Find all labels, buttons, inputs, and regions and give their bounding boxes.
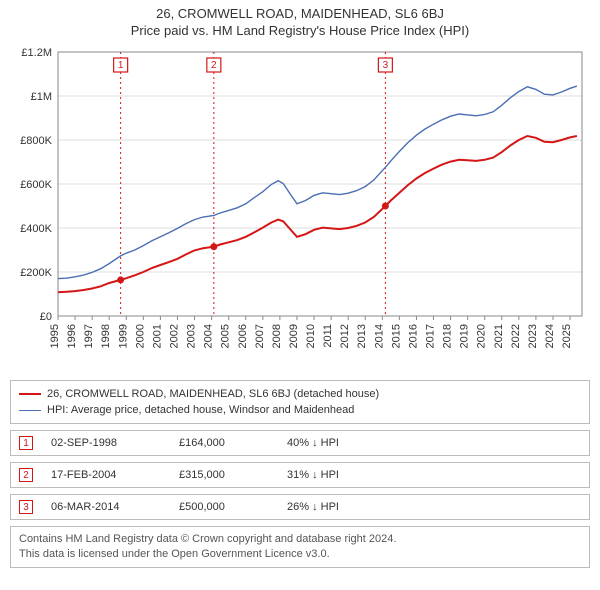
sale-dot bbox=[382, 203, 389, 210]
x-tick-label: 1996 bbox=[66, 324, 78, 348]
footer-line1: Contains HM Land Registry data © Crown c… bbox=[19, 532, 581, 547]
sale-marker-num: 3 bbox=[383, 60, 389, 71]
y-tick-label: £600K bbox=[20, 179, 52, 191]
legend-swatch bbox=[19, 410, 41, 411]
sale-date: 02-SEP-1998 bbox=[51, 437, 161, 449]
x-tick-label: 2001 bbox=[151, 324, 163, 348]
chart: £0 £200K £400K £600K £800K £1M £1.2M 1995 1996 19… bbox=[10, 44, 590, 374]
x-tick-label: 2011 bbox=[322, 324, 334, 348]
x-tick-label: 2016 bbox=[407, 324, 419, 348]
x-tick-label: 2005 bbox=[220, 324, 232, 348]
x-tick-label: 2008 bbox=[271, 324, 283, 348]
x-tick-label: 2025 bbox=[561, 324, 573, 348]
legend-swatch bbox=[19, 393, 41, 395]
legend-label: HPI: Average price, detached house, Wind… bbox=[47, 404, 354, 416]
x-tick-label: 2009 bbox=[288, 324, 300, 348]
x-tick-label: 1998 bbox=[100, 324, 112, 348]
sale-date: 17-FEB-2004 bbox=[51, 469, 161, 481]
sales-table: 1 02-SEP-1998 £164,000 40% ↓ HPI 2 17-FEB-200… bbox=[10, 430, 590, 520]
sale-row-marker: 1 bbox=[19, 436, 33, 450]
x-tick-label: 2019 bbox=[459, 324, 471, 348]
series-property bbox=[58, 136, 577, 292]
footer-line2: This data is licensed under the Open Gov… bbox=[19, 547, 581, 562]
x-tick-label: 2017 bbox=[425, 324, 437, 348]
x-tick-label: 2002 bbox=[168, 324, 180, 348]
title-address: 26, CROMWELL ROAD, MAIDENHEAD, SL6 6BJ bbox=[10, 6, 590, 21]
sale-row: 2 17-FEB-2004 £315,000 31% ↓ HPI bbox=[10, 462, 590, 488]
x-tick-label: 2013 bbox=[356, 324, 368, 348]
x-tick-label: 2004 bbox=[203, 324, 215, 348]
sale-row: 3 06-MAR-2014 £500,000 26% ↓ HPI bbox=[10, 494, 590, 520]
x-tick-label: 2007 bbox=[254, 324, 266, 348]
sale-marker-num: 1 bbox=[118, 60, 124, 71]
sale-row: 1 02-SEP-1998 £164,000 40% ↓ HPI bbox=[10, 430, 590, 456]
x-tick-label: 2024 bbox=[544, 324, 556, 348]
x-tick-label: 2021 bbox=[493, 324, 505, 348]
x-tick-label: 2020 bbox=[476, 324, 488, 348]
x-tick-label: 2018 bbox=[442, 324, 454, 348]
x-tick-label: 2022 bbox=[510, 324, 522, 348]
sale-price: £164,000 bbox=[179, 437, 269, 449]
x-tick-label: 1999 bbox=[117, 324, 129, 348]
series-hpi bbox=[58, 86, 577, 279]
y-tick-label: £200K bbox=[20, 267, 52, 279]
legend-item: HPI: Average price, detached house, Wind… bbox=[19, 402, 581, 418]
sale-price: £315,000 bbox=[179, 469, 269, 481]
y-tick-label: £400K bbox=[20, 223, 52, 235]
figure-container: 26, CROMWELL ROAD, MAIDENHEAD, SL6 6BJ P… bbox=[0, 0, 600, 576]
legend: 26, CROMWELL ROAD, MAIDENHEAD, SL6 6BJ (… bbox=[10, 380, 590, 424]
x-tick-label: 1997 bbox=[83, 324, 95, 348]
x-tick-label: 2014 bbox=[373, 324, 385, 348]
x-tick-label: 2010 bbox=[305, 324, 317, 348]
sale-marker-num: 2 bbox=[211, 60, 217, 71]
sale-price: £500,000 bbox=[179, 501, 269, 513]
sale-row-marker: 2 bbox=[19, 468, 33, 482]
sale-date: 06-MAR-2014 bbox=[51, 501, 161, 513]
x-tick-label: 2003 bbox=[186, 324, 198, 348]
x-tick-label: 2012 bbox=[339, 324, 351, 348]
y-tick-label: £0 bbox=[40, 311, 52, 323]
title-block: 26, CROMWELL ROAD, MAIDENHEAD, SL6 6BJ P… bbox=[10, 6, 590, 38]
x-tick-label: 2000 bbox=[134, 324, 146, 348]
x-tick-label: 2006 bbox=[237, 324, 249, 348]
sale-dot bbox=[117, 276, 124, 283]
legend-item: 26, CROMWELL ROAD, MAIDENHEAD, SL6 6BJ (… bbox=[19, 386, 581, 402]
footer-attribution: Contains HM Land Registry data © Crown c… bbox=[10, 526, 590, 568]
sale-row-marker: 3 bbox=[19, 500, 33, 514]
legend-label: 26, CROMWELL ROAD, MAIDENHEAD, SL6 6BJ (… bbox=[47, 388, 379, 400]
sale-diff: 26% ↓ HPI bbox=[287, 501, 581, 513]
y-tick-label: £1.2M bbox=[21, 47, 52, 59]
chart-svg: £0 £200K £400K £600K £800K £1M £1.2M 1995 1996 19… bbox=[10, 44, 590, 374]
sale-diff: 40% ↓ HPI bbox=[287, 437, 581, 449]
x-tick-label: 2023 bbox=[527, 324, 539, 348]
sale-diff: 31% ↓ HPI bbox=[287, 469, 581, 481]
x-tick-label: 1995 bbox=[49, 324, 61, 348]
y-tick-label: £800K bbox=[20, 135, 52, 147]
title-subtitle: Price paid vs. HM Land Registry's House … bbox=[10, 23, 590, 38]
x-tick-label: 2015 bbox=[390, 324, 402, 348]
sale-dot bbox=[210, 243, 217, 250]
y-tick-label: £1M bbox=[31, 91, 52, 103]
